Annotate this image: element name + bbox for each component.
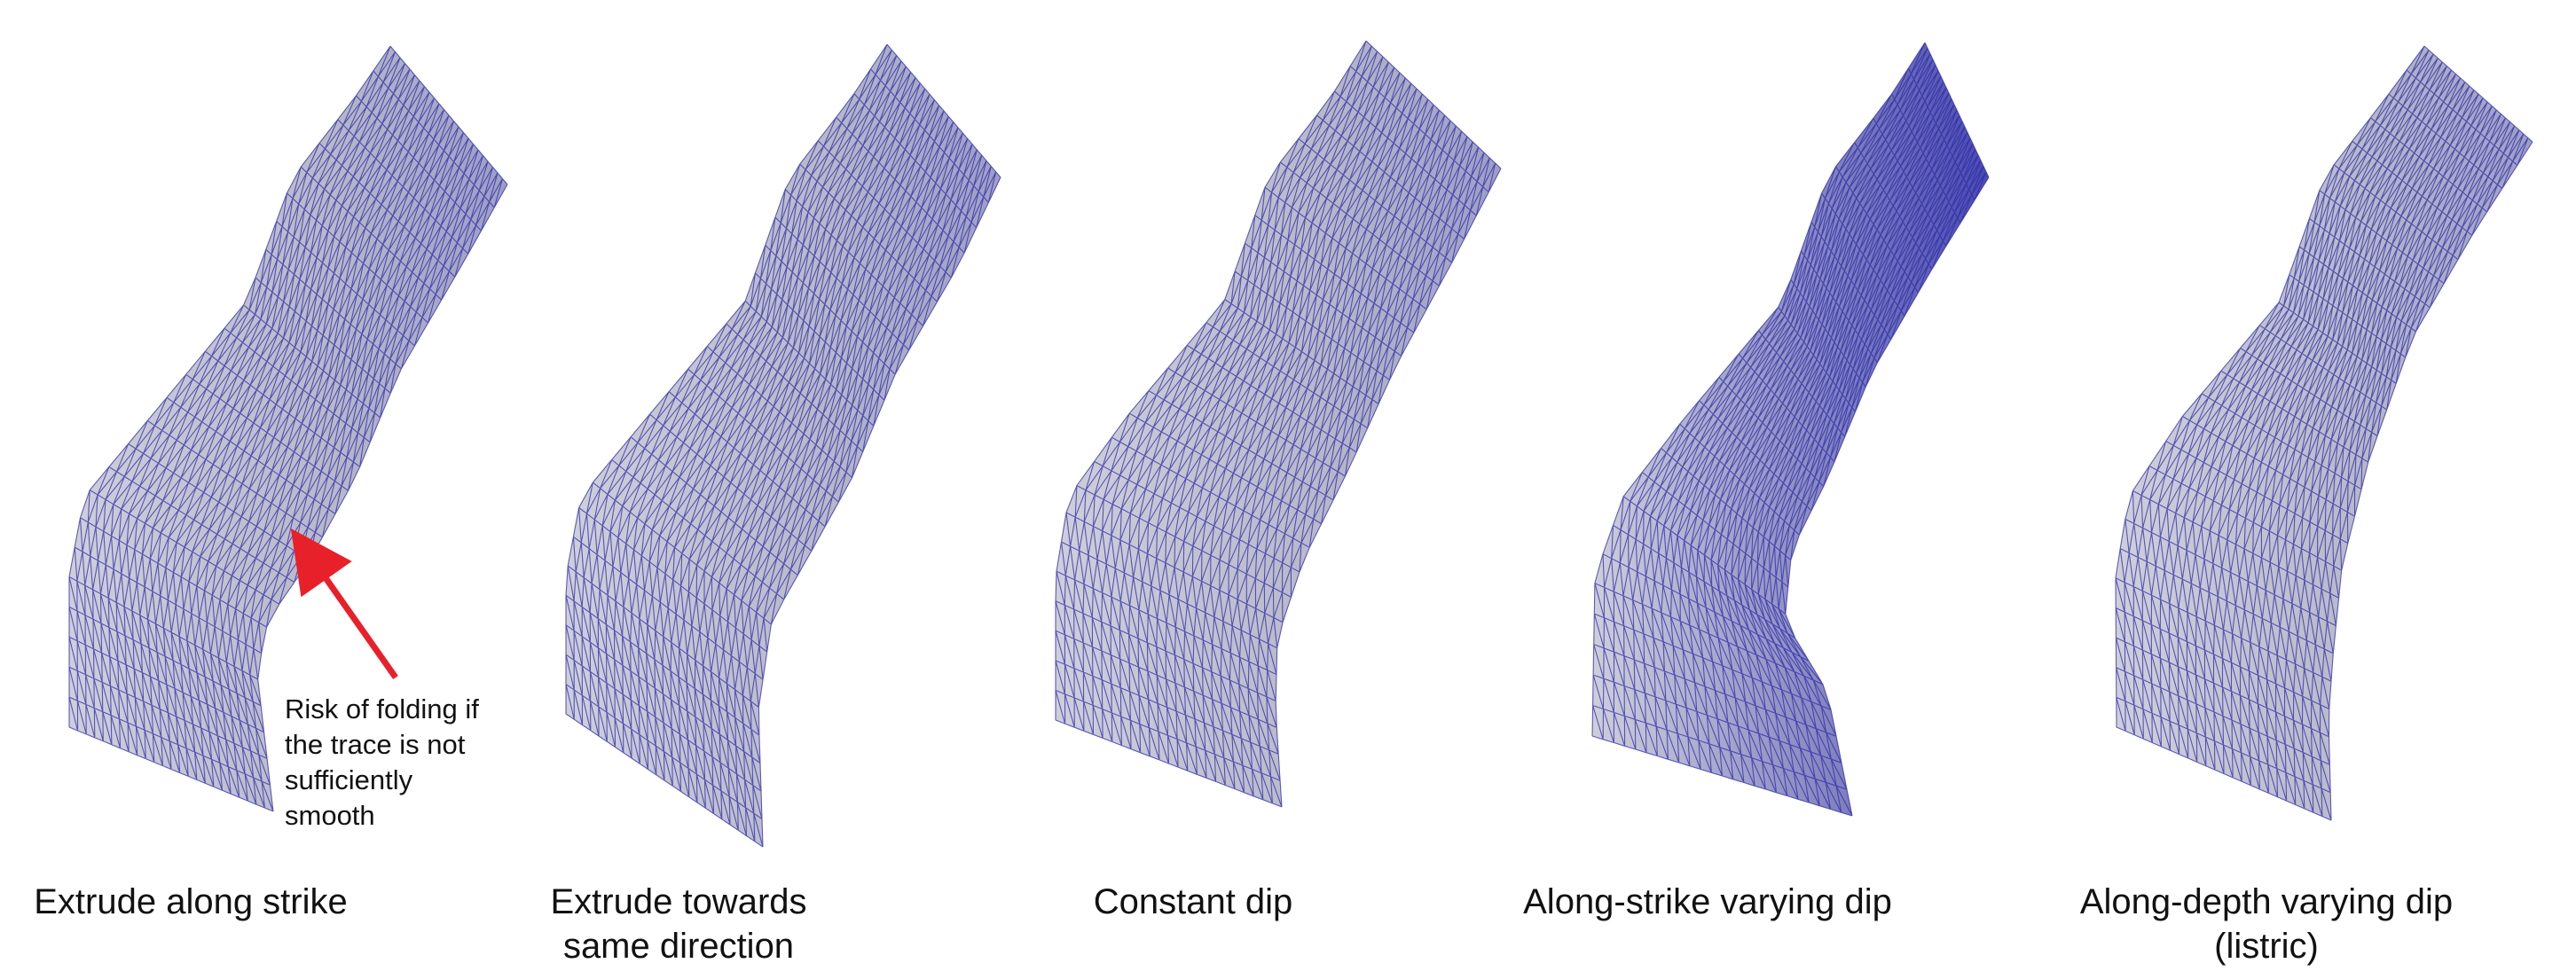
red-arrow-icon [290, 528, 398, 680]
caption-panel-2: Extrude towards same direction [483, 880, 874, 968]
caption-line: (listric) [2214, 927, 2319, 966]
mesh-wireframe [68, 45, 508, 812]
folding-risk-note: Risk of folding if the trace is not suff… [285, 692, 515, 834]
caption-line: Along-strike varying dip [1523, 882, 1892, 921]
caption-line: same direction [562, 927, 795, 966]
mesh-wireframe [1591, 42, 1990, 817]
note-line: sufficiently [285, 764, 413, 795]
note-line: the trace is not [285, 729, 466, 760]
fault-mesh-panel-3 [1055, 40, 1502, 808]
mesh-wireframe [2115, 45, 2533, 821]
fault-mesh-panel-5 [2115, 45, 2533, 821]
caption-panel-5: Along-depth varying dip (listric) [2018, 880, 2515, 968]
caption-panel-3: Constant dip [1016, 880, 1370, 924]
caption-line: Extrude towards [550, 882, 807, 921]
mesh-surface [566, 44, 1001, 847]
mesh-wireframe [565, 43, 1001, 848]
caption-panel-1: Extrude along strike [0, 880, 381, 924]
mesh-wireframe [1055, 40, 1502, 808]
caption-line: Constant dip [1093, 882, 1293, 921]
fault-mesh-panel-1 [68, 45, 508, 812]
mesh-surface [2116, 46, 2533, 820]
caption-panel-4: Along-strike varying dip [1473, 880, 1943, 924]
note-line: Risk of folding if [285, 693, 479, 724]
mesh-surface [69, 46, 507, 811]
caption-line: Along-depth varying dip [2079, 882, 2454, 921]
fault-mesh-panel-2 [565, 43, 1001, 848]
note-line: smooth [285, 800, 375, 831]
caption-line: Extrude along strike [34, 882, 348, 921]
fault-mesh-panel-4 [1591, 42, 1990, 817]
